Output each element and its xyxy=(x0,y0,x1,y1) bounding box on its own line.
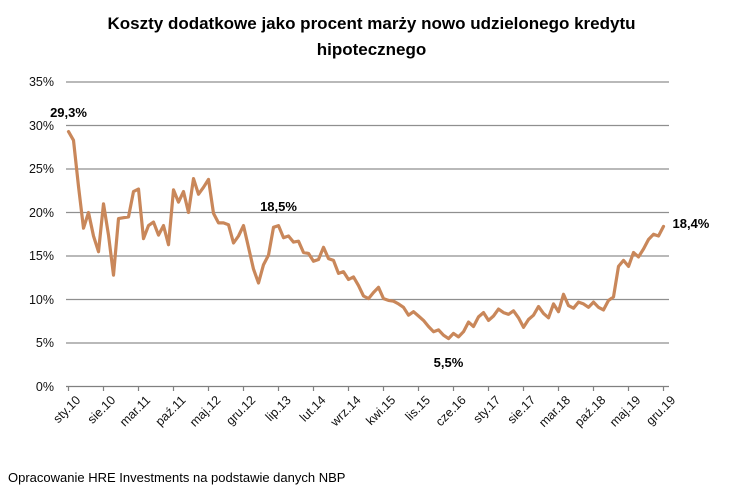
data-point-annotation: 5,5% xyxy=(433,354,464,370)
source-note: Opracowanie HRE Investments na podstawie… xyxy=(8,470,346,485)
data-series-line xyxy=(66,130,666,341)
y-axis-label: 20% xyxy=(28,205,54,220)
y-axis-label: 0% xyxy=(35,379,54,394)
chart-title: Koszty dodatkowe jako procent marży nowo… xyxy=(0,11,743,63)
chart-title-line-1: Koszty dodatkowe jako procent marży nowo… xyxy=(107,14,636,33)
y-axis-label: 10% xyxy=(28,292,54,307)
data-point-annotation: 29,3% xyxy=(50,104,87,120)
y-axis-label: 30% xyxy=(28,118,54,133)
chart-title-line-2: hipotecznego xyxy=(316,40,427,59)
y-axis-label: 5% xyxy=(35,336,54,350)
data-point-annotation: 18,4% xyxy=(672,216,710,232)
y-axis-label: 25% xyxy=(28,162,54,176)
data-point-annotation: 18,5% xyxy=(260,198,297,214)
y-axis-label: 35% xyxy=(28,75,54,89)
y-axis-label: 15% xyxy=(28,249,54,263)
